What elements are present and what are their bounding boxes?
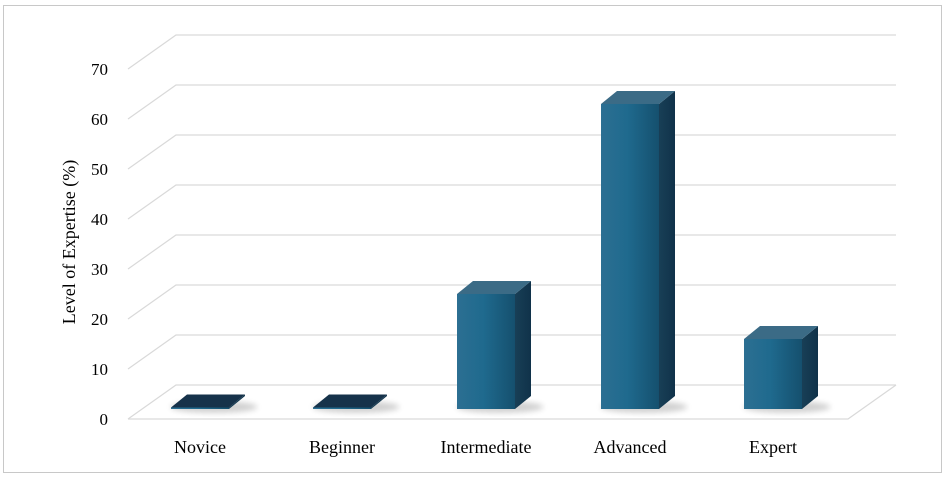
x-category-label: Advanced bbox=[594, 437, 667, 457]
y-tick-label: 50 bbox=[91, 160, 108, 179]
y-tick-label: 40 bbox=[91, 210, 108, 229]
x-category-label: Novice bbox=[174, 437, 226, 457]
bar-side bbox=[515, 281, 531, 409]
bar-top bbox=[313, 394, 387, 408]
bars bbox=[170, 91, 831, 413]
bar-side bbox=[371, 394, 387, 409]
x-category-label: Expert bbox=[749, 437, 797, 457]
y-tick-label: 10 bbox=[91, 360, 108, 379]
y-tick-label: 20 bbox=[91, 310, 108, 329]
x-axis-labels: Novice Beginner Intermediate Advanced Expert bbox=[174, 437, 797, 457]
floor-edge bbox=[128, 384, 897, 420]
x-category-label: Beginner bbox=[309, 437, 375, 457]
bar-expert bbox=[743, 326, 831, 413]
y-tick-label: 70 bbox=[91, 60, 108, 79]
bar-front bbox=[313, 407, 371, 409]
x-category-label: Intermediate bbox=[441, 437, 532, 457]
bar-top bbox=[601, 91, 675, 104]
bar-advanced bbox=[600, 91, 688, 413]
gridline bbox=[127, 184, 896, 220]
bar-front bbox=[457, 294, 515, 409]
bar-side bbox=[229, 394, 245, 409]
y-axis-ticks: 0 10 20 30 40 50 60 70 bbox=[91, 60, 108, 429]
gridline bbox=[127, 34, 896, 70]
bar-side bbox=[802, 326, 818, 409]
bar-top bbox=[171, 394, 245, 408]
y-tick-label: 60 bbox=[91, 110, 108, 129]
bar-top bbox=[457, 281, 531, 294]
bar-beginner bbox=[312, 394, 400, 413]
y-tick-label: 0 bbox=[100, 410, 109, 429]
bar-side bbox=[659, 91, 675, 409]
y-axis-label: Level of Expertise (%) bbox=[59, 160, 80, 324]
gridline bbox=[127, 134, 896, 170]
bar-front bbox=[744, 339, 802, 409]
bar-top bbox=[744, 326, 818, 339]
bar-intermediate bbox=[456, 281, 544, 413]
bar-front bbox=[171, 407, 229, 409]
gridline bbox=[127, 84, 896, 120]
y-tick-label: 30 bbox=[91, 260, 108, 279]
gridline bbox=[127, 234, 896, 270]
bar-front bbox=[601, 104, 659, 409]
bar-novice bbox=[170, 394, 258, 413]
